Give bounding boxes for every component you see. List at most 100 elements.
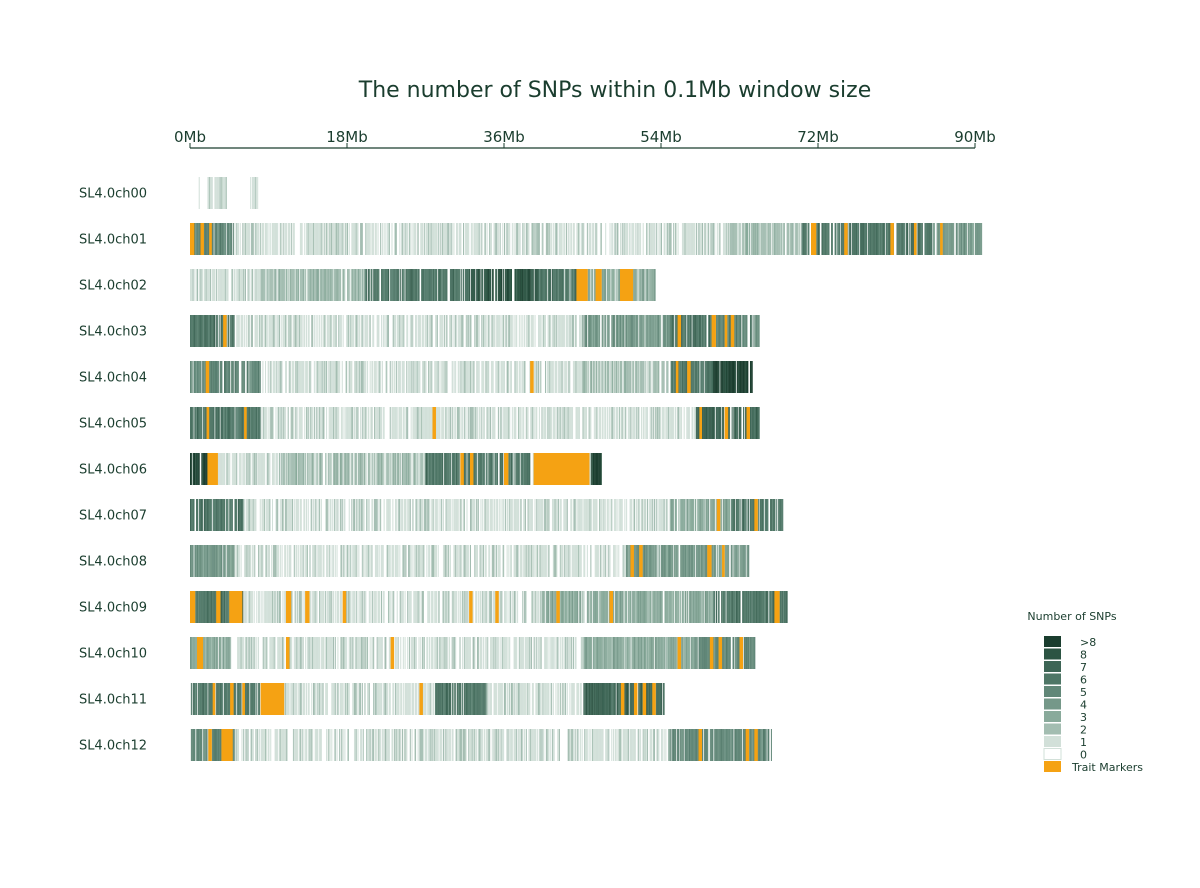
snp-window xyxy=(397,545,399,577)
snp-window xyxy=(921,223,923,255)
snp-window xyxy=(689,499,691,531)
snp-window xyxy=(386,361,388,393)
snp-window xyxy=(862,223,864,255)
snp-window xyxy=(609,499,611,531)
snp-window xyxy=(645,545,647,577)
snp-window xyxy=(376,453,378,485)
snp-window xyxy=(452,637,454,669)
snp-window xyxy=(648,315,650,347)
snp-window xyxy=(307,269,309,301)
snp-window xyxy=(402,637,404,669)
snp-window xyxy=(616,315,618,347)
snp-window xyxy=(411,223,413,255)
snp-window xyxy=(743,315,745,347)
snp-window xyxy=(650,591,652,623)
snp-window xyxy=(230,545,233,577)
snp-window xyxy=(641,269,643,301)
snp-window xyxy=(306,223,308,255)
snp-window xyxy=(399,453,401,485)
snp-window xyxy=(701,545,703,577)
snp-window xyxy=(884,223,886,255)
snp-window xyxy=(263,269,265,301)
snp-window xyxy=(387,499,390,531)
snp-window xyxy=(238,545,240,577)
snp-window xyxy=(315,545,317,577)
snp-window xyxy=(541,545,543,577)
snp-window xyxy=(262,453,264,485)
snp-window xyxy=(695,315,697,347)
snp-window xyxy=(280,407,282,439)
snp-window xyxy=(391,361,393,393)
snp-window xyxy=(401,499,403,531)
snp-window xyxy=(313,545,315,577)
snp-window xyxy=(279,269,281,301)
snp-window xyxy=(240,453,242,485)
snp-window xyxy=(268,223,270,255)
snp-window xyxy=(442,223,444,255)
snp-window xyxy=(461,499,463,531)
snp-window xyxy=(300,407,302,439)
snp-window xyxy=(321,591,323,623)
snp-window xyxy=(303,361,305,393)
snp-window xyxy=(249,407,251,439)
snp-window xyxy=(682,361,684,393)
snp-window xyxy=(219,545,221,577)
snp-window xyxy=(360,453,362,485)
snp-window xyxy=(293,223,295,255)
snp-window xyxy=(527,453,529,485)
snp-window xyxy=(668,545,670,577)
snp-window xyxy=(223,499,225,531)
snp-window xyxy=(703,315,705,347)
snp-window xyxy=(190,545,192,577)
snp-window xyxy=(510,361,512,393)
snp-window xyxy=(291,407,293,439)
snp-window xyxy=(545,223,547,255)
snp-window xyxy=(278,591,280,623)
snp-window xyxy=(667,591,669,623)
snp-window xyxy=(476,269,478,301)
snp-window xyxy=(279,545,281,577)
snp-window xyxy=(920,223,922,255)
snp-window xyxy=(209,591,211,623)
chromosome-SL4.0ch08: SL4.0ch08 xyxy=(79,545,750,577)
snp-window xyxy=(395,637,397,669)
snp-window xyxy=(549,269,551,301)
snp-window xyxy=(331,269,333,301)
snp-window xyxy=(488,269,490,301)
snp-window xyxy=(552,637,554,669)
snp-window xyxy=(328,223,330,255)
snp-window xyxy=(278,591,280,623)
snp-window xyxy=(275,545,277,577)
snp-window xyxy=(687,545,689,577)
snp-window xyxy=(722,499,724,531)
snp-window xyxy=(305,269,307,301)
snp-window xyxy=(230,315,233,347)
snp-window xyxy=(285,315,287,347)
snp-window xyxy=(558,361,560,393)
snp-window xyxy=(735,545,737,577)
snp-window xyxy=(558,637,560,669)
snp-window xyxy=(526,269,528,301)
snp-window xyxy=(599,545,601,577)
snp-window xyxy=(771,591,773,623)
snp-window xyxy=(434,545,436,577)
snp-window xyxy=(255,269,257,301)
snp-window xyxy=(633,499,635,531)
snp-window xyxy=(281,637,283,669)
snp-window xyxy=(855,223,857,255)
snp-window xyxy=(259,453,261,485)
snp-window xyxy=(620,361,622,393)
snp-window xyxy=(466,269,468,301)
snp-window xyxy=(475,315,477,347)
snp-window xyxy=(671,315,673,347)
snp-window xyxy=(282,637,284,669)
snp-window xyxy=(852,223,854,255)
snp-window xyxy=(225,637,227,669)
snp-window xyxy=(222,223,224,255)
snp-window xyxy=(461,361,463,393)
snp-window xyxy=(299,499,301,531)
snp-window xyxy=(600,591,602,623)
snp-window xyxy=(614,499,616,531)
snp-window xyxy=(586,361,588,393)
snp-window xyxy=(589,591,591,623)
